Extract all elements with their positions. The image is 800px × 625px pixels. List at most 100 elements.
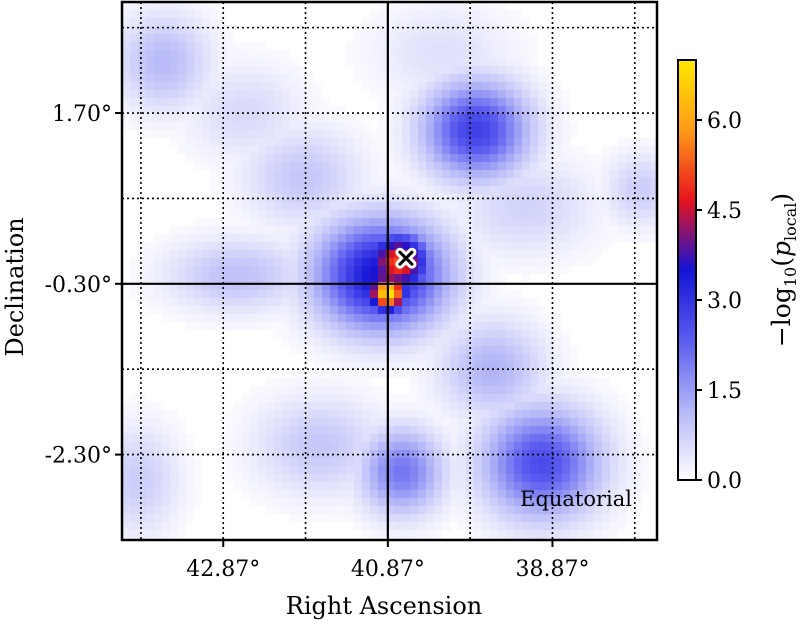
heatmap-cell (194, 66, 203, 75)
heatmap-cell (538, 130, 547, 139)
heatmap-cell (258, 122, 267, 131)
heatmap-cell (394, 114, 403, 123)
heatmap-cell (610, 434, 619, 443)
heatmap-cell (522, 258, 531, 267)
heatmap-cell (170, 74, 179, 83)
heatmap-cell (122, 466, 131, 475)
heatmap-cell (594, 514, 603, 523)
heatmap-cell (306, 226, 315, 235)
heatmap-cell (562, 418, 571, 427)
heatmap-cell (498, 202, 507, 211)
heatmap-cell (442, 50, 451, 59)
heatmap-cell (162, 490, 171, 499)
heatmap-cell (474, 458, 483, 467)
heatmap-cell (194, 146, 203, 155)
heatmap-cell (386, 514, 395, 523)
heatmap-cell (538, 66, 547, 75)
heatmap-cell (514, 410, 523, 419)
heatmap-cell (538, 74, 547, 83)
heatmap-cell (306, 138, 315, 147)
heatmap-cell (346, 378, 355, 387)
heatmap-cell (434, 50, 443, 59)
heatmap-cell (186, 154, 195, 163)
heatmap-cell (562, 186, 571, 195)
heatmap-cell (274, 98, 283, 107)
heatmap-cell (610, 194, 619, 203)
heatmap-cell (338, 490, 347, 499)
heatmap-cell (378, 338, 387, 347)
heatmap-cell (474, 162, 483, 171)
heatmap-cell (378, 514, 387, 523)
heatmap-cell (290, 450, 299, 459)
heatmap-cell (602, 458, 611, 467)
heatmap-cell (282, 442, 291, 451)
heatmap-cell (482, 130, 491, 139)
heatmap-cell (154, 498, 163, 507)
heatmap-cell (434, 442, 443, 451)
heatmap-cell (322, 434, 331, 443)
heatmap-cell (194, 42, 203, 51)
heatmap-cell (618, 418, 627, 427)
heatmap-cell (594, 210, 603, 219)
heatmap-cell (154, 290, 163, 299)
heatmap-cell (498, 34, 507, 43)
heatmap-cell (426, 26, 435, 35)
heatmap-cell (186, 314, 195, 323)
heatmap-cell (394, 18, 403, 27)
heatmap-cell (594, 386, 603, 395)
heatmap-cell (546, 458, 555, 467)
heatmap-cell (146, 498, 155, 507)
heatmap-cell (578, 434, 587, 443)
heatmap-cell (442, 362, 451, 371)
heatmap-cell (642, 194, 651, 203)
heatmap-cell (530, 466, 539, 475)
heatmap-cell (530, 434, 539, 443)
heatmap-cell (482, 386, 491, 395)
heatmap-cell (634, 146, 643, 155)
heatmap-cell (130, 450, 139, 459)
heatmap-cell (554, 426, 563, 435)
heatmap-cell (634, 506, 643, 515)
heatmap-cell (450, 58, 459, 67)
colorbar (677, 59, 697, 481)
heatmap-cell (442, 450, 451, 459)
heatmap-cell (402, 178, 411, 187)
heatmap-cell (154, 258, 163, 267)
heatmap-cell (186, 434, 195, 443)
heatmap-cell (170, 242, 179, 251)
heatmap-cell (490, 370, 499, 379)
heatmap-cell (218, 290, 227, 299)
heatmap-cell (250, 242, 259, 251)
heatmap-cell (514, 234, 523, 243)
heatmap-cell (434, 82, 443, 91)
heatmap-cell (386, 82, 395, 91)
heatmap-cell (170, 450, 179, 459)
heatmap-cell (562, 226, 571, 235)
heatmap-cell (282, 482, 291, 491)
heatmap-cell (482, 458, 491, 467)
heatmap-cell (506, 346, 515, 355)
heatmap-cell (298, 186, 307, 195)
heatmap-cell (362, 250, 371, 259)
heatmap-cell (514, 370, 523, 379)
heatmap-cell (298, 202, 307, 211)
heatmap-cell (186, 138, 195, 147)
heatmap-cell (234, 298, 243, 307)
heatmap-cell (426, 18, 435, 27)
heatmap-cell (450, 354, 459, 363)
heatmap-cell (490, 50, 499, 59)
heatmap-cell (306, 338, 315, 347)
heatmap-cell (258, 226, 267, 235)
heatmap-cell (426, 474, 435, 483)
heatmap-cell (482, 522, 491, 531)
heatmap-cell (626, 154, 635, 163)
heatmap-cell (402, 266, 411, 275)
heatmap-cell (522, 514, 531, 523)
heatmap-cell (218, 266, 227, 275)
heatmap-cell (226, 306, 235, 315)
heatmap-cell (426, 506, 435, 515)
heatmap-cell (482, 354, 491, 363)
heatmap-cell (570, 258, 579, 267)
heatmap-cell (370, 90, 379, 99)
heatmap-cell (250, 394, 259, 403)
